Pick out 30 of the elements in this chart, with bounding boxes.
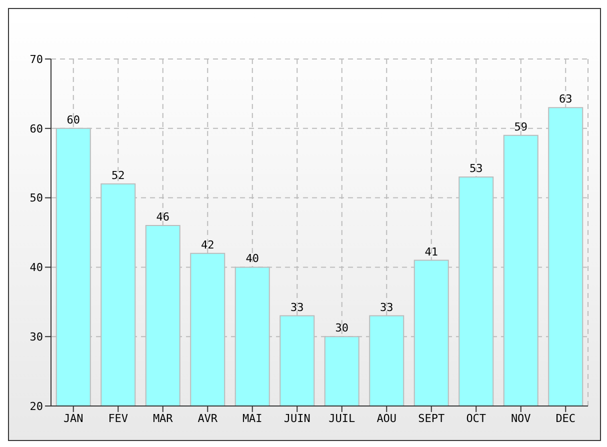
y-tick-label: 40 [30,261,43,274]
x-tick-label: JUIN [284,412,310,425]
x-tick-label: JAN [63,412,84,425]
data-label: 60 [66,113,80,126]
x-tick-label: MAI [242,412,262,425]
data-label: 42 [200,238,214,252]
x-tick-label: NOV [510,412,532,425]
x-tick-label: SEPT [418,412,445,425]
x-tick-label: DEC [556,412,576,425]
data-label: 53 [469,162,483,175]
x-tick-label: JUIL [328,412,356,425]
data-label: 30 [335,322,348,335]
y-tick-label: 70 [30,52,43,66]
x-tick-label: OCT [466,412,486,425]
x-tick-label: AOU [376,412,397,425]
data-label: 46 [156,210,170,224]
y-tick-label: 30 [30,330,43,344]
data-label: 33 [380,300,394,314]
y-tick-label: 20 [30,400,43,413]
data-label: 41 [424,245,438,258]
y-tick-label: 60 [30,122,43,136]
data-label: 52 [111,168,125,182]
data-label: 63 [558,92,572,106]
data-label: 40 [246,252,259,266]
y-tick-label: 50 [30,192,43,205]
x-tick-label: AVR [198,412,218,425]
x-tick-label: MAR [152,412,174,425]
data-label: 33 [290,300,304,314]
x-tick-label: FEV [108,412,128,425]
data-label: 59 [514,120,528,134]
